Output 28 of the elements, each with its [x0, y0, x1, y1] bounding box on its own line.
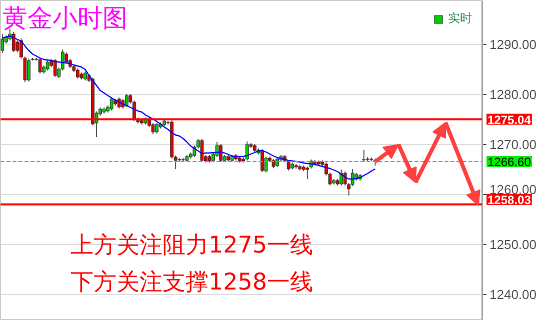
candlestick [124, 94, 128, 108]
candlestick [27, 58, 30, 82]
y-tick-label: 1240.00 [490, 287, 536, 302]
candlestick [53, 58, 57, 78]
candlestick [219, 144, 222, 162]
candlestick [151, 122, 155, 134]
ref-line-label: 1258.03 [488, 192, 532, 207]
candlestick [260, 148, 264, 172]
candlestick [245, 141, 249, 161]
annotation: 下方关注支撑1258一线 [70, 270, 314, 296]
candlestick [38, 58, 42, 74]
candlestick [155, 122, 158, 134]
annotation: 上方关注阻力1275一线 [70, 232, 314, 258]
candlestick [362, 150, 366, 162]
candlestick [340, 169, 343, 186]
legend-label: 实时 [448, 10, 472, 27]
y-tick-label: 1290.00 [490, 37, 536, 52]
candlestick [76, 68, 80, 79]
candlestick [12, 32, 16, 52]
candlestick [46, 60, 50, 71]
ref-line-label: 1266.60 [488, 155, 532, 169]
y-tick-label: 1250.00 [490, 237, 536, 252]
chart-title: 黄金小时图 [2, 4, 128, 32]
y-tick-label: 1270.00 [490, 137, 536, 152]
ref-line-label: 1275.04 [488, 112, 532, 127]
candlestick [215, 142, 219, 158]
y-tick-label: 1280.00 [490, 87, 536, 102]
candlestick [0, 34, 4, 54]
